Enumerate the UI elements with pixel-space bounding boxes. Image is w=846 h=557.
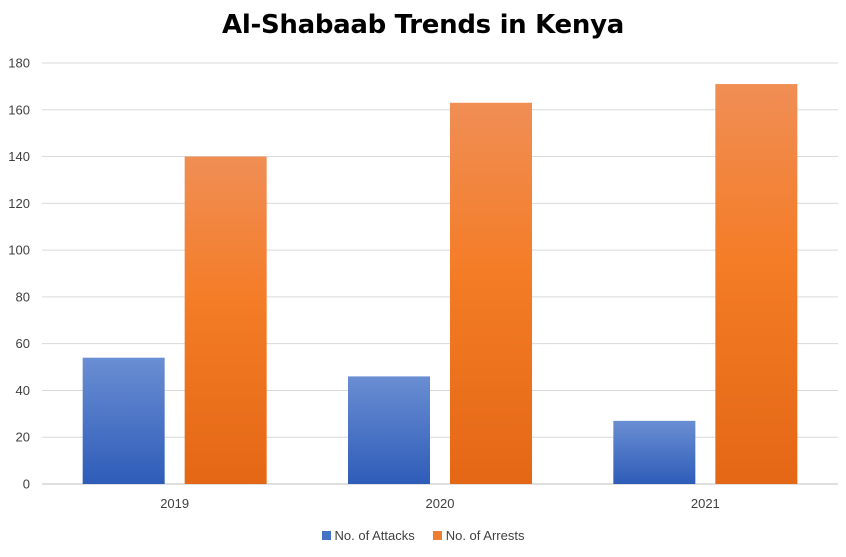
legend-swatch-arrests [432,531,442,540]
y-tick-label: 80 [16,289,30,304]
y-axis: 0 20 40 60 80 100 120 140 160 180 [8,56,30,492]
y-tick-label: 160 [8,102,30,117]
y-tick-label: 0 [23,477,30,492]
legend-label-attacks: No. of Attacks [334,528,415,543]
x-axis: 2019 2020 2021 [160,496,720,511]
x-tick-label: 2019 [160,496,189,511]
legend-label-arrests: No. of Arrests [445,528,525,543]
legend-swatch-attacks [321,531,331,540]
y-tick-label: 120 [8,196,30,211]
bar-attacks-2019 [82,357,165,484]
x-tick-label: 2021 [691,496,720,511]
bar-arrests-2020 [450,102,532,484]
bar-arrests-2021 [715,84,798,485]
y-tick-label: 60 [16,336,30,351]
y-tick-label: 100 [8,243,30,258]
y-tick-label: 180 [8,56,30,71]
x-tick-label: 2020 [426,496,455,511]
bars [82,84,798,485]
y-tick-label: 20 [16,430,30,445]
gridlines [42,62,838,485]
legend-item-attacks: No. of Attacks [321,528,415,543]
y-tick-label: 40 [16,383,30,398]
y-tick-label: 140 [8,149,30,164]
bar-attacks-2020 [348,376,430,484]
chart-title: Al-Shabaab Trends in Kenya [222,10,624,40]
legend: No. of Attacks No. of Arrests [0,528,846,543]
bar-attacks-2021 [613,420,696,484]
bar-arrests-2019 [184,156,267,485]
legend-item-arrests: No. of Arrests [432,528,525,543]
